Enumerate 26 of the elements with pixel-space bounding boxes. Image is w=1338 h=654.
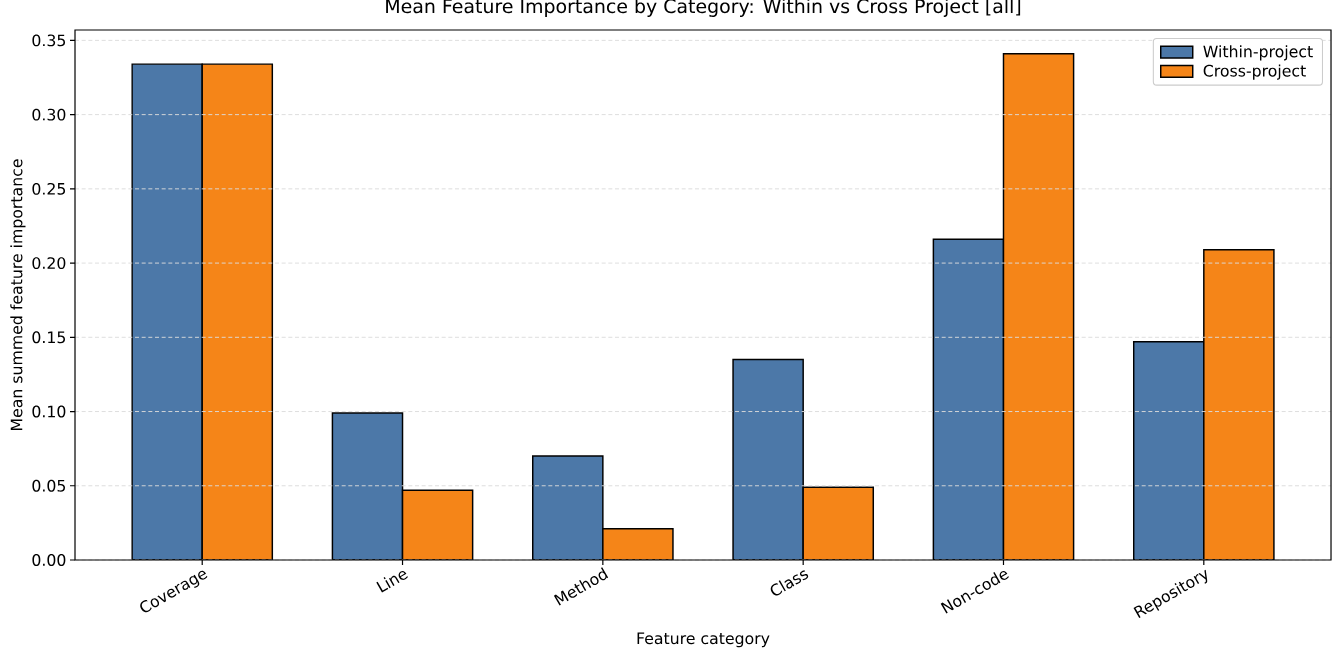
bar — [1203, 248, 1275, 560]
y-tick-label: 0.20 — [32, 257, 66, 270]
bar — [1132, 341, 1205, 560]
x-tick-label: Line — [376, 570, 408, 593]
bar — [932, 238, 1005, 560]
x-tick-label: Class — [770, 570, 809, 596]
bar — [732, 358, 804, 560]
y-axis-title: Mean summed feature importance — [10, 159, 26, 430]
bar — [1002, 53, 1075, 560]
bar — [132, 64, 203, 560]
y-tick-label: 0.30 — [32, 108, 66, 121]
y-tick-label: 0.35 — [32, 34, 66, 47]
y-tick-label: 0.00 — [32, 554, 66, 566]
bar — [532, 455, 604, 560]
bar — [202, 64, 273, 560]
y-tick-label: 0.05 — [32, 479, 66, 492]
bar — [401, 489, 474, 560]
x-axis-title: Feature category — [637, 632, 770, 648]
bar — [802, 486, 875, 560]
bar — [602, 528, 674, 560]
y-tick-label: 0.15 — [32, 331, 66, 344]
y-tick-label: 0.10 — [32, 405, 66, 418]
bar — [331, 412, 404, 560]
legend-label: Cross-project — [1203, 64, 1306, 80]
legend-label: Within-project — [1203, 45, 1313, 61]
y-tick-label: 0.25 — [32, 182, 66, 195]
